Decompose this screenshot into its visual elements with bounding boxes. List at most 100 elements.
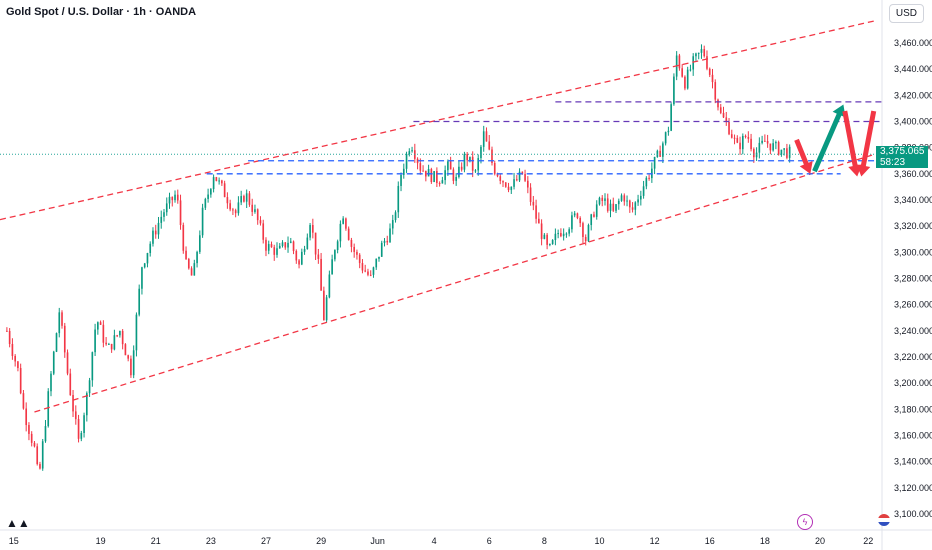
candle-body (298, 260, 300, 265)
candle-body (579, 218, 582, 224)
candle-body (369, 274, 372, 276)
up-arrow (812, 104, 846, 173)
candle-body (375, 258, 378, 268)
candle-body (733, 137, 736, 139)
candle-body (8, 330, 11, 344)
flash-icon[interactable]: ϟ (797, 514, 813, 530)
candle-body (615, 204, 617, 211)
candle-body (598, 197, 601, 205)
down-arrow-2 (842, 110, 863, 177)
candle-body (761, 140, 763, 143)
y-tick-label: 3,200.000 (894, 378, 932, 388)
candle-body (518, 171, 521, 181)
candle-body (342, 218, 344, 224)
candle-body (397, 185, 400, 213)
candle-body (317, 254, 320, 259)
candle-body (328, 274, 331, 298)
candle-body (722, 112, 725, 118)
candle-body (121, 330, 124, 345)
candle-body (69, 373, 72, 396)
candle-body (719, 107, 722, 113)
candle-body (441, 180, 444, 184)
candle-body (336, 241, 339, 251)
x-tick-label: 12 (650, 536, 660, 546)
y-tick-label: 3,320.000 (894, 221, 932, 231)
candle-body (543, 234, 546, 239)
candle-body (402, 168, 405, 175)
x-tick-label: 27 (261, 536, 271, 546)
candle-body (416, 158, 419, 164)
candle-body (775, 142, 777, 144)
x-tick-label: 4 (432, 536, 437, 546)
candle-body (232, 209, 234, 211)
y-tick-label: 3,340.000 (894, 195, 932, 205)
down-arrow-3 (856, 110, 877, 177)
candle-body (383, 240, 386, 243)
candle-body (758, 142, 761, 153)
candle-body (350, 239, 353, 247)
candle-body (273, 247, 276, 255)
candle-body (604, 198, 606, 201)
candle-body (532, 201, 535, 206)
candle-body (30, 433, 33, 443)
candle-body (160, 216, 163, 223)
x-tick-label: 10 (594, 536, 604, 546)
candle-body (353, 246, 356, 252)
candle-body (471, 156, 474, 171)
candle-body (287, 242, 289, 248)
candle-body (510, 186, 513, 191)
candle-body (331, 259, 333, 275)
candle-body (110, 343, 113, 350)
y-tick-label: 3,100.000 (894, 509, 932, 519)
candle-body (642, 186, 645, 196)
candle-body (400, 174, 402, 186)
candle-body (130, 358, 132, 376)
candle-body (640, 195, 642, 200)
candle-body (524, 174, 526, 181)
candle-body (33, 442, 36, 447)
candle-body (706, 56, 708, 69)
candle-body (491, 149, 493, 164)
candle-body (551, 239, 554, 245)
y-tick-label: 3,420.000 (894, 90, 932, 100)
candle-body (673, 76, 675, 105)
candle-body (88, 380, 91, 394)
candle-body (292, 241, 295, 251)
candle-body (502, 180, 504, 183)
candle-body (728, 121, 730, 135)
candle-body (141, 267, 143, 289)
candle-body (741, 135, 744, 150)
flag-icon[interactable] (878, 514, 890, 526)
candle-body (85, 393, 88, 416)
candle-body (47, 391, 50, 427)
candle-body (391, 220, 394, 229)
candle-body (237, 202, 240, 214)
candle-body (496, 173, 499, 177)
candle-body (218, 180, 220, 182)
candle-body (270, 244, 273, 248)
x-tick-label: 20 (815, 536, 825, 546)
candle-body (135, 314, 138, 351)
current-price-label: 3,375.065 (880, 146, 925, 157)
candle-body (557, 233, 559, 235)
candle-body (562, 233, 565, 237)
candle-body (772, 143, 774, 151)
y-tick-label: 3,240.000 (894, 326, 932, 336)
candle-body (753, 149, 755, 158)
candle-body (91, 352, 94, 381)
candle-body (204, 198, 207, 208)
candle-body (485, 131, 488, 142)
candle-body (515, 179, 518, 181)
candle-body (58, 312, 61, 334)
x-tick-label: 16 (705, 536, 715, 546)
candle-body (52, 351, 55, 374)
candle-body (284, 242, 287, 248)
candle-body (507, 186, 510, 191)
candle-body (171, 196, 174, 201)
tradingview-logo-icon[interactable]: ▲▲ (6, 516, 30, 530)
currency-button[interactable]: USD (888, 4, 924, 23)
candle-body (499, 176, 502, 181)
candle-body (425, 170, 427, 177)
candle-body (766, 141, 769, 144)
